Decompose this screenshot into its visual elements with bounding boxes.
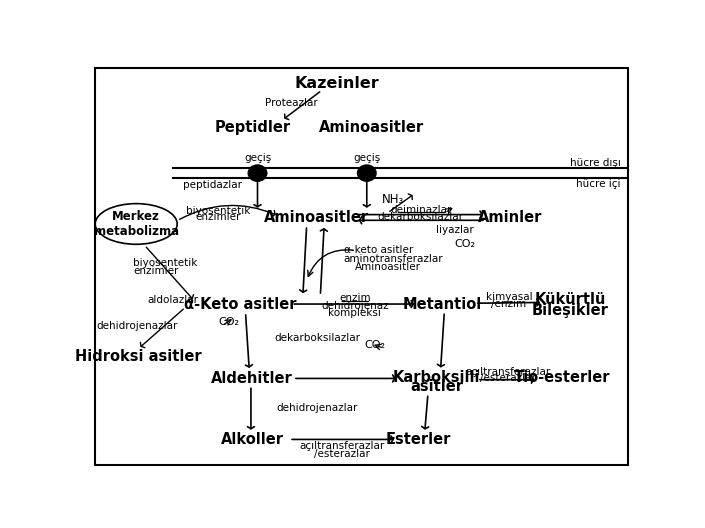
Text: biyosentetik: biyosentetik — [133, 258, 197, 268]
Text: deiminazlar: deiminazlar — [390, 205, 452, 215]
Text: Peptidler: Peptidler — [215, 120, 291, 135]
Text: Bileşikler: Bileşikler — [532, 303, 608, 318]
Text: biyosentetik: biyosentetik — [186, 205, 250, 215]
Ellipse shape — [357, 165, 376, 181]
Text: kimyasal: kimyasal — [486, 292, 532, 302]
Text: dekarboksilazlar: dekarboksilazlar — [378, 212, 464, 222]
Text: dehidrojenazlar: dehidrojenazlar — [276, 403, 358, 413]
Text: metabolizma: metabolizma — [94, 225, 179, 238]
Text: peptidazlar: peptidazlar — [183, 181, 243, 190]
Text: açıltransferazlar: açıltransferazlar — [465, 366, 551, 376]
Text: aldolazlar: aldolazlar — [147, 295, 199, 305]
Text: geçiş: geçiş — [353, 153, 381, 163]
Text: enzimler: enzimler — [133, 266, 178, 276]
Text: Kükürtlü: Kükürtlü — [534, 293, 606, 307]
Text: Merkez: Merkez — [112, 210, 160, 223]
Text: α-keto asitler: α-keto asitler — [344, 246, 413, 256]
Text: Tio-esterler: Tio-esterler — [514, 370, 611, 385]
Text: Metantiol: Metantiol — [403, 297, 482, 312]
Text: enzim: enzim — [339, 294, 371, 304]
Text: liyazlar: liyazlar — [436, 225, 474, 235]
Text: enzimler: enzimler — [195, 212, 241, 222]
Text: Aminoasitler: Aminoasitler — [319, 120, 424, 135]
Text: hücre içi: hücre içi — [577, 179, 621, 189]
Text: Alkoller: Alkoller — [221, 432, 283, 447]
Text: Karboksilli: Karboksilli — [393, 370, 481, 385]
Text: Hidroksi asitler: Hidroksi asitler — [75, 350, 202, 364]
Text: Aminler: Aminler — [478, 210, 542, 225]
Text: Aminoasitler: Aminoasitler — [264, 210, 369, 225]
Text: Aminoasitler: Aminoasitler — [355, 262, 421, 272]
Text: α-Keto asitler: α-Keto asitler — [184, 297, 296, 312]
Text: geçiş: geçiş — [244, 153, 271, 163]
Text: /esterazlar: /esterazlar — [314, 449, 369, 459]
Text: hücre dışı: hücre dışı — [570, 158, 621, 168]
Text: dehidrojenazlar: dehidrojenazlar — [97, 320, 178, 331]
FancyBboxPatch shape — [94, 68, 628, 465]
Text: dekarboksilazlar: dekarboksilazlar — [274, 333, 360, 343]
Text: /enzim: /enzim — [491, 299, 527, 309]
Text: dehidrojenaz: dehidrojenaz — [321, 301, 388, 312]
Ellipse shape — [95, 204, 177, 244]
Text: Esterler: Esterler — [386, 432, 451, 447]
Text: CO₂: CO₂ — [219, 317, 240, 327]
Text: aminotransferazlar: aminotransferazlar — [344, 253, 443, 263]
Text: /esterazlar: /esterazlar — [480, 373, 536, 383]
Text: açıltransferazlar: açıltransferazlar — [299, 441, 384, 451]
Text: CO₂: CO₂ — [364, 340, 386, 350]
Text: Proteazlar: Proteazlar — [265, 98, 318, 108]
Text: CO₂: CO₂ — [455, 239, 476, 249]
Text: NH₃: NH₃ — [382, 193, 404, 205]
Text: asitler: asitler — [410, 379, 463, 394]
Text: Aldehitler: Aldehitler — [212, 371, 293, 386]
Text: kompleksi: kompleksi — [329, 308, 381, 318]
Text: Kazeinler: Kazeinler — [295, 76, 379, 91]
Ellipse shape — [248, 165, 266, 181]
